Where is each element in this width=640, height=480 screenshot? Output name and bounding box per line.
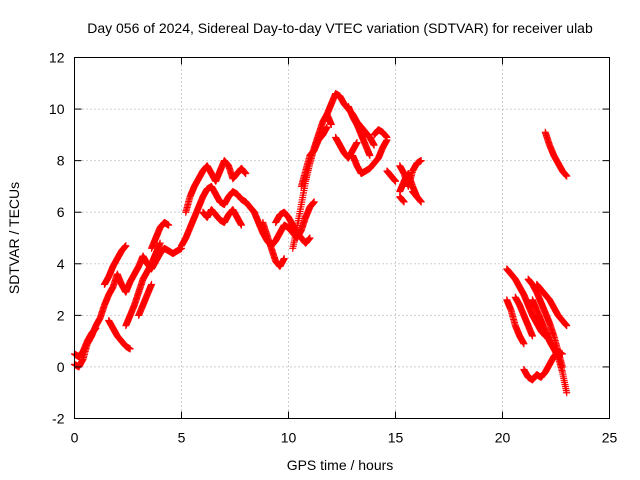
y-tick-label: 8 (57, 153, 65, 169)
data-point (370, 141, 378, 149)
data-point (323, 123, 331, 131)
data-point (563, 389, 571, 397)
data-point (558, 350, 566, 358)
x-tick-label: 25 (602, 430, 618, 446)
data-point (520, 340, 528, 348)
y-tick-label: 0 (57, 359, 65, 375)
data-point (353, 139, 361, 147)
grid-lines (74, 57, 610, 419)
y-tick-label: 6 (57, 204, 65, 220)
chart-title: Day 056 of 2024, Sidereal Day-to-day VTE… (87, 20, 593, 36)
data-point (528, 332, 536, 340)
data-point (417, 198, 425, 206)
data-point (165, 221, 173, 229)
data-point (310, 198, 318, 206)
data-point (366, 151, 374, 159)
y-tick-labels: -2 0 2 4 6 8 10 12 (49, 50, 65, 427)
data-point (156, 239, 164, 247)
data-point (280, 255, 288, 263)
x-axis-label: GPS time / hours (287, 457, 394, 473)
data-point (148, 280, 156, 288)
x-tick-labels: 0 5 10 15 20 25 (71, 430, 618, 446)
y-tick-label: 2 (57, 307, 65, 323)
y-tick-label: 12 (49, 50, 65, 66)
x-tick-label: 15 (388, 430, 404, 446)
data-point (563, 172, 571, 180)
y-tick-label: -2 (52, 411, 65, 427)
data-point (237, 221, 245, 229)
y-tick-label: 4 (57, 256, 65, 272)
data-point (122, 242, 130, 250)
x-tick-label: 10 (281, 430, 297, 446)
data-point (383, 133, 391, 141)
x-tick-label: 0 (71, 430, 79, 446)
x-tick-label: 5 (178, 430, 186, 446)
data-point (563, 322, 571, 330)
data-point (126, 345, 134, 353)
plot-frame (74, 57, 610, 419)
y-axis-label: SDTVAR / TECUs (6, 182, 22, 294)
data-point (417, 157, 425, 165)
y-tick-label: 10 (49, 101, 65, 117)
x-tick-label: 20 (495, 430, 511, 446)
data-point (242, 170, 250, 178)
data-point (92, 324, 100, 332)
data-point (327, 121, 335, 129)
data-points (71, 90, 571, 397)
axis-ticks (74, 57, 610, 419)
data-point (400, 198, 408, 206)
data-point (306, 234, 314, 242)
data-point (392, 177, 399, 185)
